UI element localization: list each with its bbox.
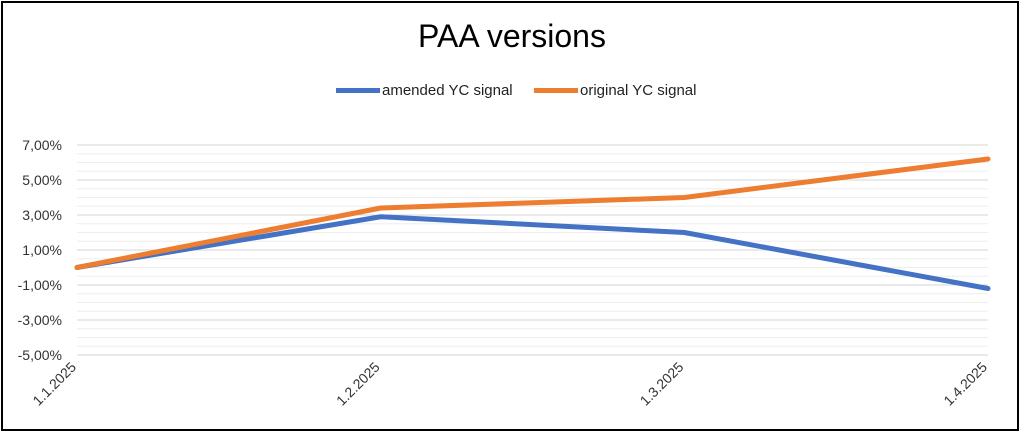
x-tick-label: 1.3.2025 [637,359,687,409]
legend-swatch-original [534,88,578,93]
y-tick-label: 7,00% [22,137,62,153]
x-tick-label: 1.1.2025 [29,359,79,409]
legend-swatch-amended [336,88,380,93]
chart-legend: amended YC signal original YC signal [0,82,1024,102]
x-axis-ticks: 1.1.2025 1.2.2025 1.3.2025 1.4.2025 [29,359,990,409]
legend-label-amended: amended YC signal [382,82,513,99]
series-line-original [74,156,991,270]
y-axis-ticks: 7,00% 5,00% 3,00% 1,00% -1,00% -3,00% -5,00% [18,137,62,363]
x-tick-label: 1.2.2025 [333,359,383,409]
y-tick-label: -3,00% [18,312,62,328]
y-tick-label: 3,00% [22,207,62,223]
series-lines [74,156,991,291]
series-line-amended [74,214,991,291]
y-tick-label: 5,00% [22,172,62,188]
y-tick-label: 1,00% [22,242,62,258]
y-tick-label: -5,00% [18,347,62,363]
x-tick-label: 1.4.2025 [940,359,990,409]
legend-item-amended: amended YC signal [336,82,513,99]
chart-title: PAA versions [418,18,606,54]
y-tick-label: -1,00% [18,277,62,293]
legend-item-original: original YC signal [534,82,696,99]
legend-label-original: original YC signal [580,82,697,99]
